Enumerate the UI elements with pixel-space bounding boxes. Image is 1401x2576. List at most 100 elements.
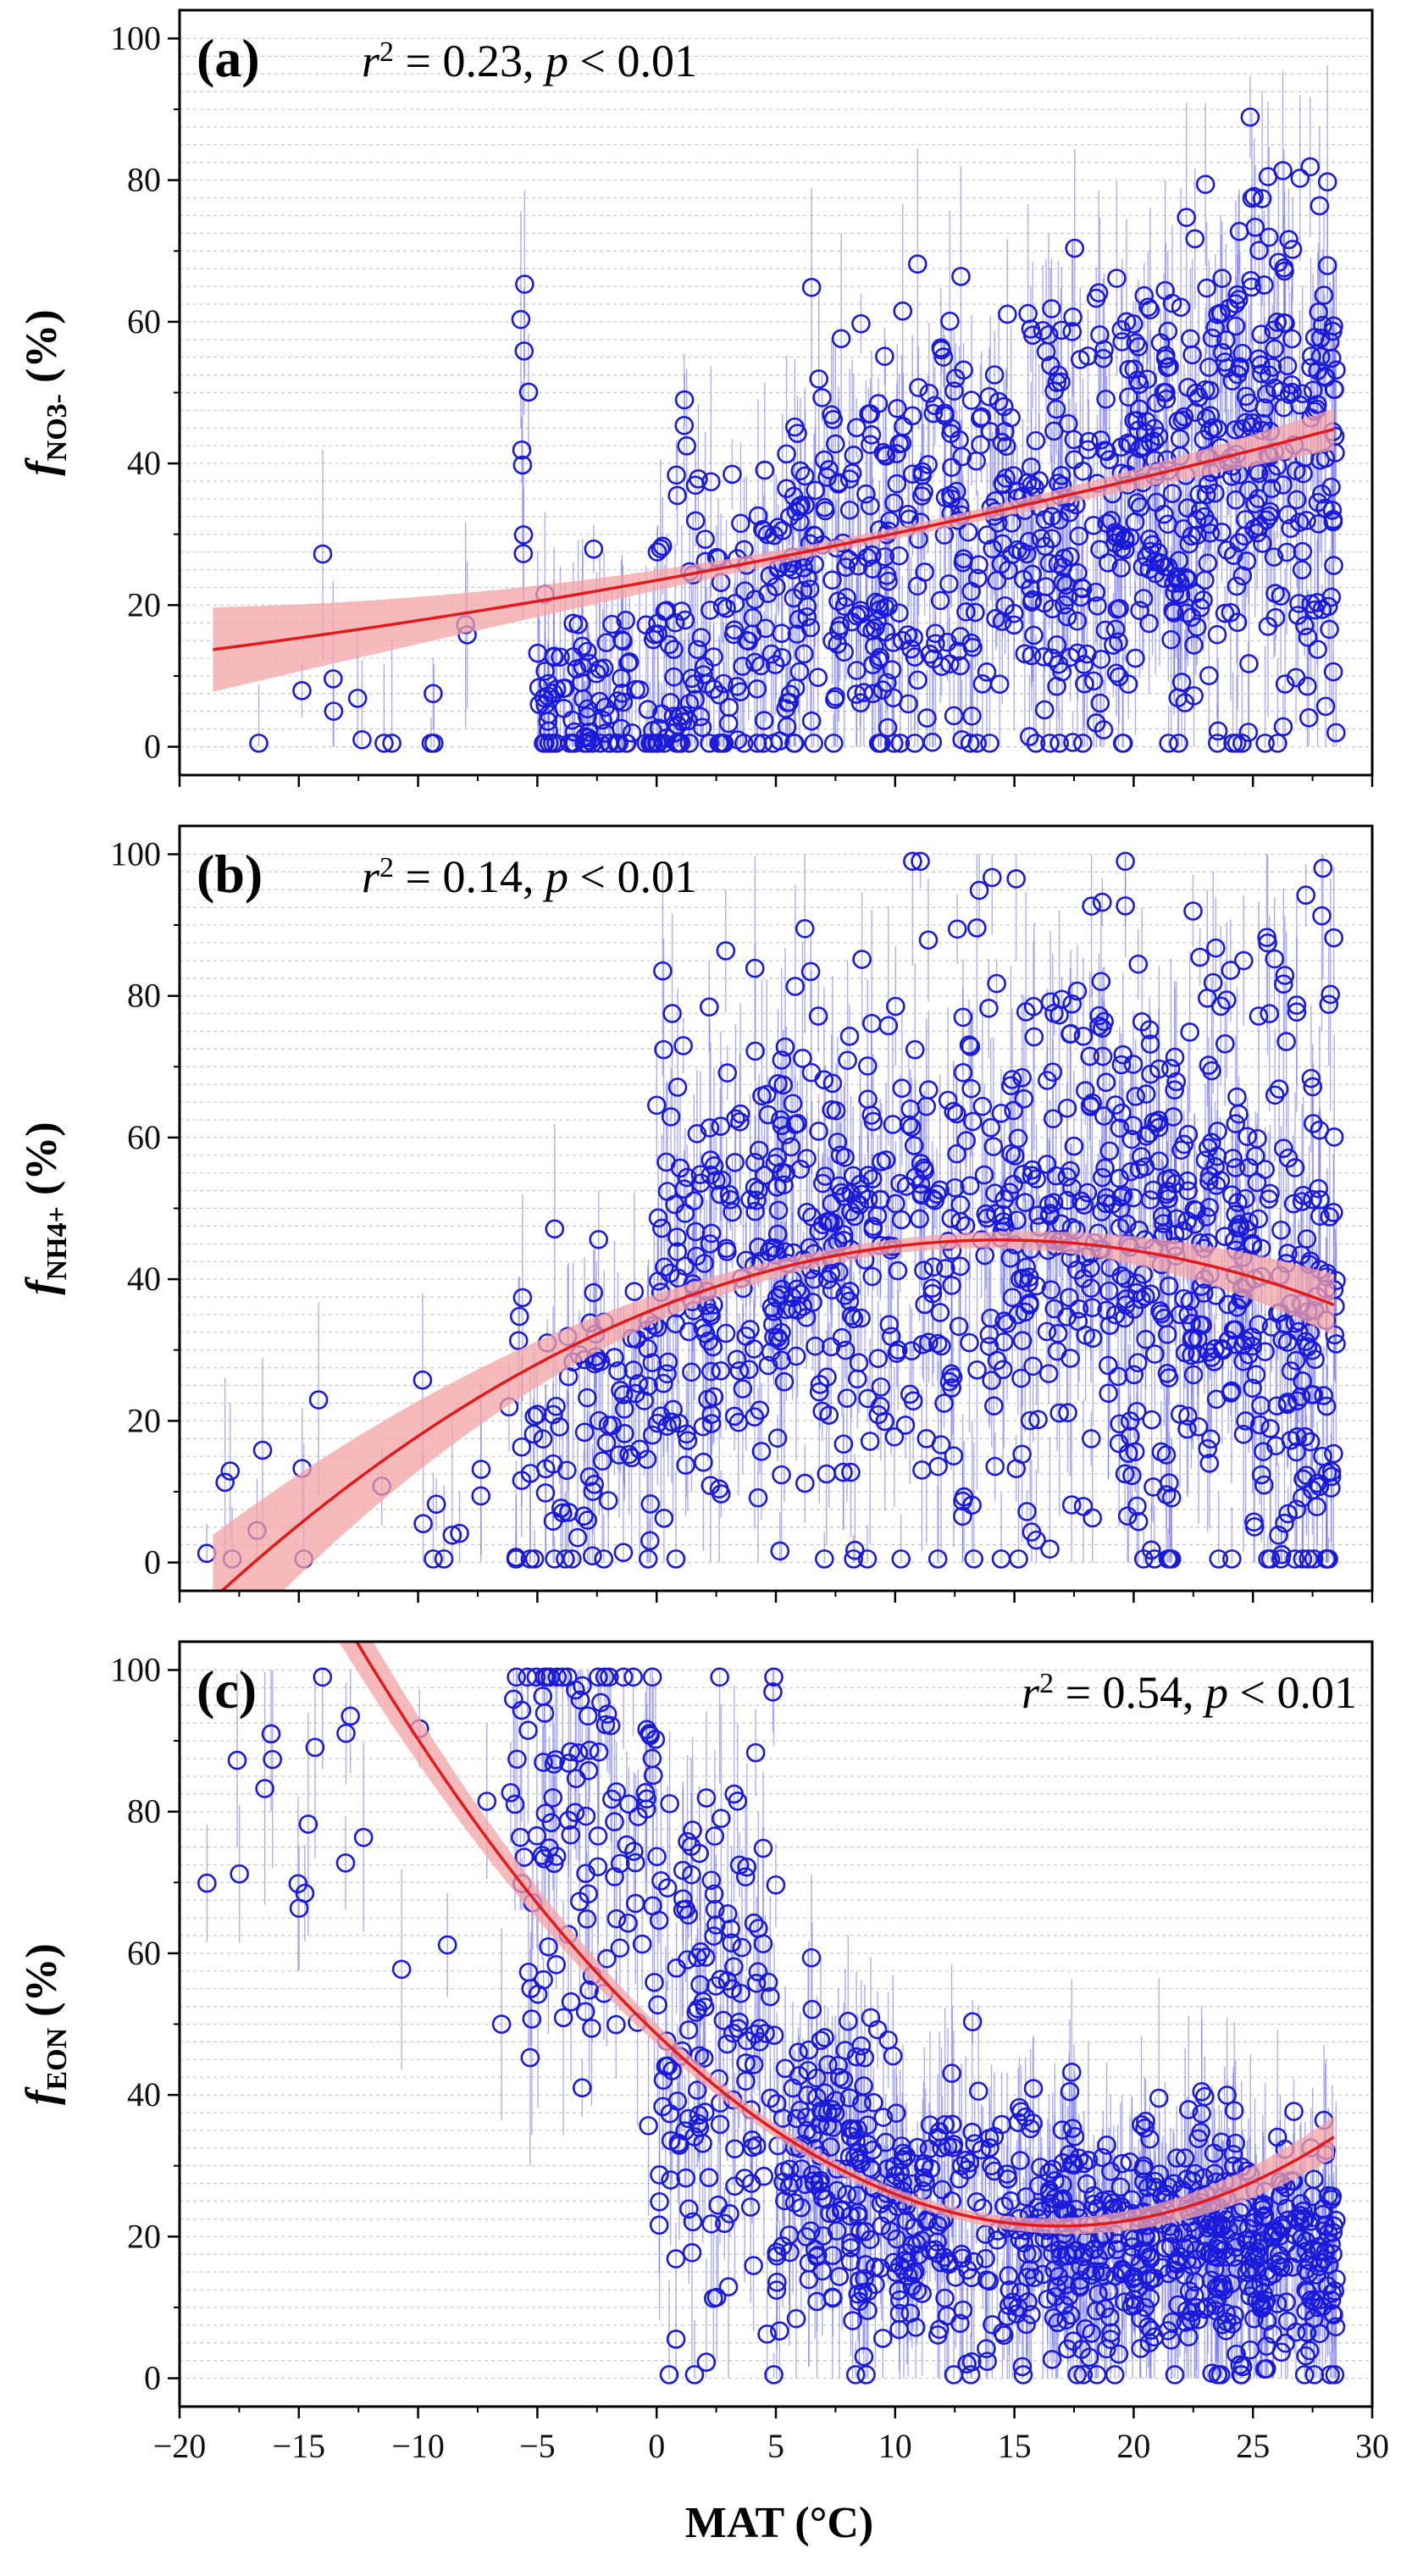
data-point [1136, 1084, 1156, 1104]
data-point [1208, 734, 1227, 753]
data-point [951, 267, 971, 286]
data-point [699, 997, 719, 1017]
data-point [815, 497, 834, 518]
data-point [679, 734, 700, 753]
data-point [700, 734, 719, 753]
data-point [1162, 293, 1182, 313]
data-point [1188, 1417, 1209, 1437]
data-point [728, 730, 748, 750]
data-point [923, 1257, 944, 1277]
data-point [450, 1523, 469, 1543]
data-point [947, 1104, 966, 1124]
data-point [638, 1549, 658, 1569]
data-point [1073, 1497, 1094, 1516]
data-point [652, 704, 672, 724]
data-point [1248, 1128, 1267, 1149]
data-point [1037, 1321, 1057, 1342]
data-point [1299, 1549, 1318, 1569]
data-point [909, 378, 928, 397]
data-point [1043, 1109, 1063, 1129]
data-point [1090, 324, 1110, 345]
data-point [1193, 1316, 1212, 1335]
data-point [1042, 648, 1062, 668]
data-point [888, 1340, 908, 1360]
data-point [870, 1396, 890, 1416]
data-point [629, 679, 650, 700]
data-point [998, 304, 1017, 324]
data-point [903, 851, 922, 872]
data-point [1082, 1429, 1101, 1449]
data-point [831, 329, 851, 349]
data-point [781, 1137, 801, 1157]
data-point [1098, 553, 1118, 573]
data-point [1000, 1248, 1021, 1268]
data-point [413, 1370, 433, 1390]
data-point [1040, 1204, 1060, 1223]
data-point [879, 1315, 900, 1334]
data-point [1303, 1480, 1322, 1500]
data-point [986, 608, 1005, 629]
data-point [961, 1078, 981, 1099]
data-point [847, 1194, 867, 1213]
data-point [1196, 408, 1216, 429]
data-point [809, 1122, 828, 1141]
data-point [1202, 1348, 1221, 1367]
data-point [1061, 1495, 1082, 1515]
data-point [1144, 1180, 1163, 1200]
data-point [1042, 299, 1061, 319]
data-point [839, 500, 860, 520]
data-point [689, 469, 708, 489]
data-point [568, 1527, 588, 1548]
data-point [1315, 696, 1336, 717]
data-point [940, 311, 960, 331]
data-point [1060, 502, 1079, 523]
data-point [1195, 175, 1215, 194]
data-point [844, 446, 864, 465]
data-point [1241, 270, 1261, 291]
data-point [1107, 269, 1127, 288]
data-point [950, 1256, 971, 1277]
data-point [737, 630, 757, 651]
data-point [1068, 562, 1088, 583]
data-point [1252, 363, 1271, 384]
data-point [1154, 1214, 1173, 1233]
data-point [1074, 1269, 1094, 1288]
data-point [771, 1110, 790, 1130]
data-point [954, 360, 973, 380]
data-point [911, 1174, 931, 1194]
data-point [577, 641, 597, 662]
data-point [809, 369, 828, 389]
data-point [590, 659, 610, 679]
data-point [636, 734, 656, 753]
data-point [956, 1131, 976, 1150]
data-point [1271, 1544, 1292, 1565]
data-point [1033, 647, 1054, 667]
stat-annotation: r2 = 0.23, p < 0.01 [362, 36, 697, 86]
data-point [1139, 529, 1160, 549]
markers [249, 107, 1346, 753]
data-point [1123, 1116, 1143, 1136]
data-point [1178, 378, 1198, 397]
data-point [1298, 628, 1318, 647]
data-point [761, 644, 782, 664]
data-point [984, 365, 1005, 385]
data-point [677, 436, 696, 456]
data-point [1253, 534, 1272, 553]
data-point [1319, 994, 1339, 1014]
data-point [850, 1174, 870, 1194]
data-point [654, 734, 674, 753]
data-point [907, 576, 928, 596]
data-point [1215, 1033, 1235, 1054]
data-point [775, 1037, 795, 1057]
data-point [1314, 1386, 1333, 1405]
data-point [574, 734, 595, 753]
data-point [1144, 431, 1165, 451]
data-point [678, 711, 698, 731]
data-point [1321, 1462, 1342, 1482]
data-point [1044, 1193, 1064, 1212]
data-point [1303, 1114, 1323, 1133]
data-point [543, 1511, 563, 1531]
data-point [1002, 1288, 1022, 1307]
data-point [347, 689, 368, 708]
data-point [918, 930, 939, 950]
